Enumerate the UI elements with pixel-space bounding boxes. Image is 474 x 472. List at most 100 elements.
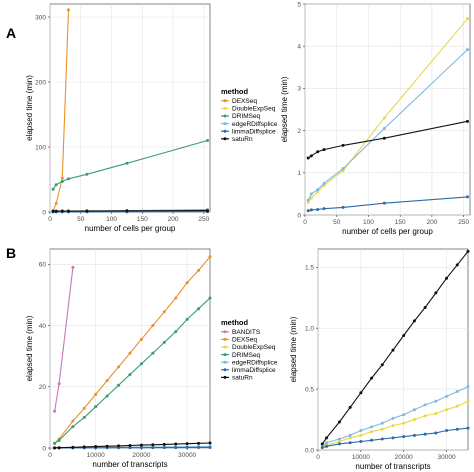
legend-key-point [223,106,227,110]
panel-letter-a: A [6,25,16,41]
legend-key-point [223,330,227,334]
series-saturn-point [208,441,212,445]
series-edgerdiffsplice-point [370,425,374,429]
series-limmadiffsplice-point [325,444,329,448]
series-drimseq-point [66,177,70,181]
series-doubleexpseq-point [412,418,416,422]
series-doubleexpseq-point [382,116,386,120]
legend-key-point [223,137,227,141]
y-axis-label: elapsed time (min) [25,75,34,141]
series-doubleexpseq-point [455,404,459,408]
series-drimseq [51,139,210,191]
series-doubleexpseq-point [445,408,449,412]
series-limmadiffsplice-point [341,205,345,209]
series-edgerdiffsplice-point [465,48,469,52]
legends-layer: methodDEXSeqDoubleExpSeqDRIMSeqedgeRDiff… [221,87,278,382]
series-limmadiffsplice-point [306,209,310,213]
series-limmadiffsplice-point [309,208,313,212]
series-edgerdiffsplice-point [348,433,352,437]
series-bandits-point [71,265,75,269]
series-edgerdiffsplice-point [423,403,427,407]
series-dexseq-point [82,406,86,410]
plot-area [49,248,211,449]
series-edgerdiffsplice-point [322,181,326,185]
series-limmadiffsplice-point [370,438,374,442]
series-saturn-point [402,333,406,337]
series-saturn-point [455,263,459,267]
series-limmadiffsplice-point [445,429,449,433]
series-saturn [306,119,469,160]
plot-area [49,3,211,213]
series-saturn-point [53,446,57,450]
x-tick-label: 250 [198,216,209,223]
series-edgerdiffsplice-point [325,441,329,445]
series-saturn-point [117,444,121,448]
series-drimseq-point [57,438,61,442]
y-tick-label: 0 [297,212,301,219]
series-drimseq-point [71,425,75,429]
legend-item-dexseq: DEXSeq [232,98,257,105]
series-limmadiffsplice-point [316,208,320,212]
series-drimseq-point [51,187,55,191]
series-limmadiffsplice-point [455,427,459,431]
series-saturn [51,209,210,213]
legend-key-point [223,129,227,133]
y-tick-label: 200 [35,79,46,86]
legend-key-point [223,114,227,118]
y-tick-label: 1.0 [305,325,314,332]
series-limmadiffsplice-point [208,445,212,449]
series-drimseq-point [197,307,201,311]
series-saturn-point [391,348,395,352]
series-saturn-point [434,291,438,295]
y-tick-label: 0 [42,209,46,216]
series-saturn-point [370,376,374,380]
series-drimseq-point [208,296,212,300]
series-doubleexpseq-point [316,190,320,194]
series-dexseq-point [197,268,201,272]
series-edgerdiffsplice-point [359,429,363,433]
series-saturn-point [66,209,70,213]
y-tick-label: 1 [297,170,301,177]
series-limmadiffsplice-point [402,435,406,439]
series-doubleexpseq-point [306,200,310,204]
series-limmadiffsplice-point [423,432,427,436]
series-saturn-point [128,443,132,447]
series-limmadiffsplice [306,195,469,213]
series-doubleexpseq-point [309,196,313,200]
x-tick-label: 10000 [87,452,105,459]
legend-item-saturn: satuRn [232,136,253,143]
series-saturn-point [174,442,178,446]
series-edgerdiffsplice-point [316,188,320,192]
series-saturn-point [382,136,386,140]
legend-item-edgerdiffsplice: edgeRDiffsplice [232,121,278,128]
series-drimseq-point [151,351,155,355]
series-saturn-point [94,445,98,449]
series-doubleexpseq-point [380,427,384,431]
series-drimseq-point [85,172,89,176]
series-drimseq-point [105,394,109,398]
y-tick-label: 20 [39,384,47,391]
legend-item-doubleexpseq: DoubleExpSeq [232,344,276,351]
legend-item-drimseq: DRIMSeq [232,352,261,359]
series-limmadiffsplice-point [382,201,386,205]
series-saturn-point [54,209,58,213]
series-saturn [53,441,212,450]
series-dexseq-point [66,8,70,12]
series-dexseq-point [151,324,155,328]
y-tick-label: 100 [35,144,46,151]
legend-item-drimseq: DRIMSeq [232,113,261,120]
series-saturn-point [445,276,449,280]
series-saturn-point [162,442,166,446]
series-drimseq-point [94,405,98,409]
legend-key-point [223,99,227,103]
x-tick-label: 0 [316,454,320,461]
series-drimseq-point [82,415,86,419]
x-axis-label: number of cells per group [342,227,433,236]
x-tick-label: 150 [395,219,406,226]
series-saturn-point [325,436,329,440]
legend-key-point [223,337,227,341]
y-tick-label: 0 [42,445,46,452]
legend-item-bandits: BANDITS [232,329,261,336]
x-axis-label: number of transcripts [355,462,430,471]
series-drimseq-point [139,362,143,366]
